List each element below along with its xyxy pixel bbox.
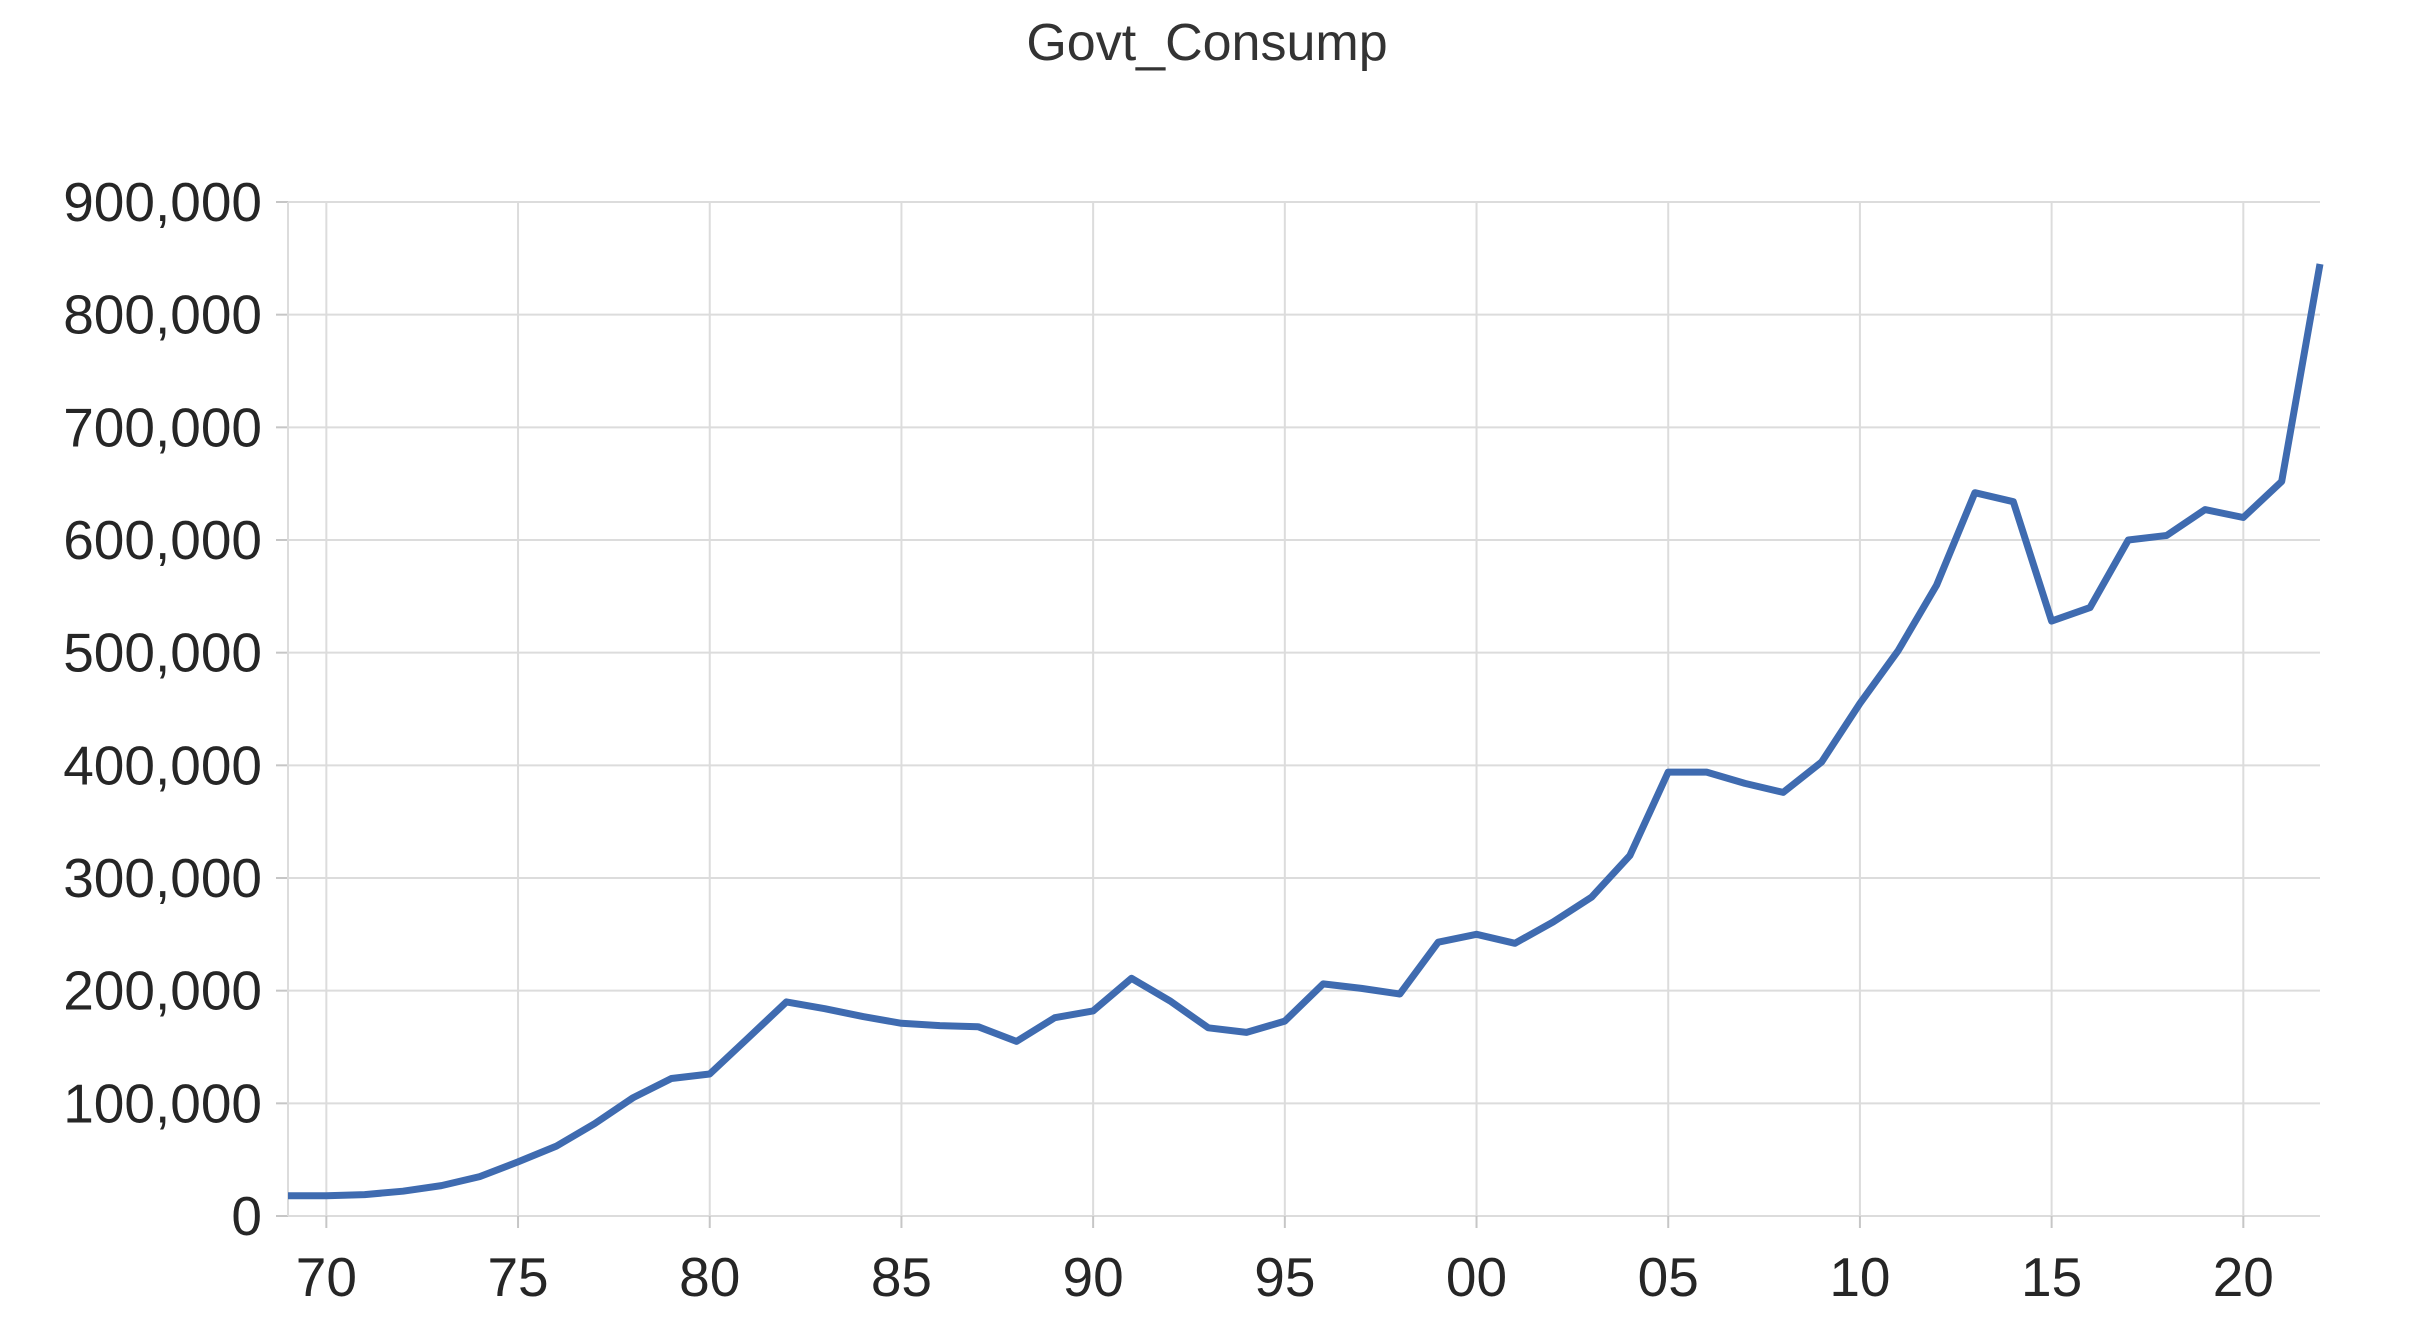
x-axis-label: 15	[2021, 1246, 2082, 1308]
x-axis-label: 90	[1063, 1246, 1124, 1308]
x-axis-label: 05	[1638, 1246, 1699, 1308]
y-axis-label: 400,000	[63, 734, 262, 796]
y-axis-label: 800,000	[63, 284, 262, 346]
x-axis-label: 95	[1254, 1246, 1315, 1308]
y-axis-label: 300,000	[63, 847, 262, 909]
x-axis-label: 75	[487, 1246, 548, 1308]
x-axis-label: 80	[679, 1246, 740, 1308]
y-axis-label: 500,000	[63, 622, 262, 684]
y-axis-label: 700,000	[63, 396, 262, 458]
y-axis-label: 600,000	[63, 509, 262, 571]
y-axis-label: 100,000	[63, 1072, 262, 1134]
x-axis-label: 20	[2213, 1246, 2274, 1308]
y-axis-label: 200,000	[63, 960, 262, 1022]
data-series-line	[288, 263, 2324, 1200]
x-axis-label: 70	[296, 1246, 357, 1308]
y-axis-label: 900,000	[63, 171, 262, 233]
x-axis-label: 10	[1829, 1246, 1890, 1308]
x-axis-label: 85	[871, 1246, 932, 1308]
x-axis-label: 00	[1446, 1246, 1507, 1308]
y-axis-label: 0	[231, 1185, 262, 1247]
chart-title: Govt_Consump	[1026, 14, 1388, 72]
